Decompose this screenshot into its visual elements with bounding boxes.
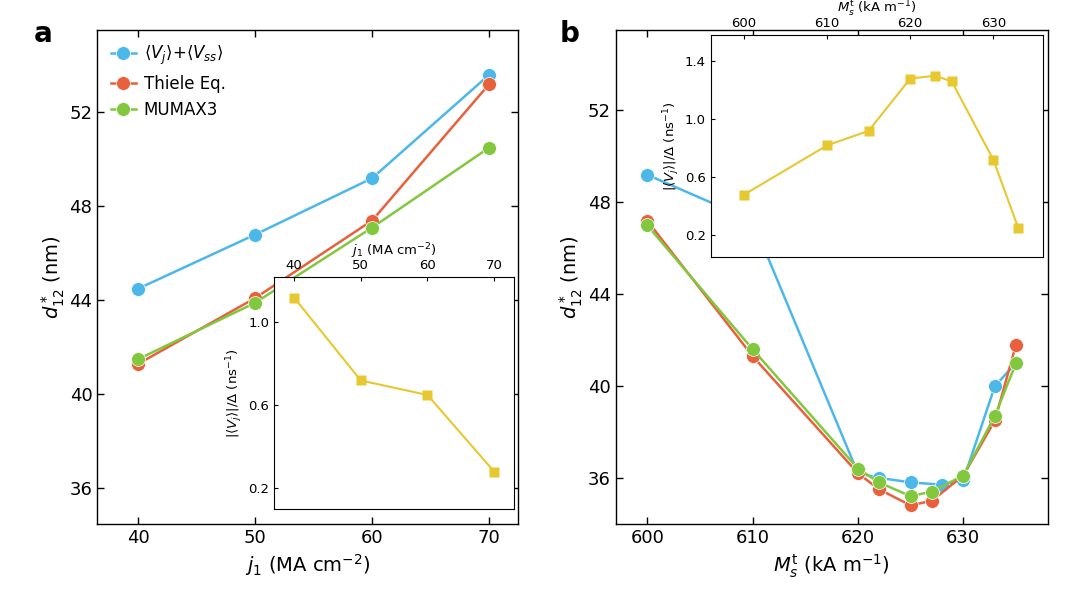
X-axis label: $j_1$ (MA cm$^{-2}$): $j_1$ (MA cm$^{-2}$) [245, 552, 370, 578]
Text: a: a [35, 20, 53, 48]
Y-axis label: $d^*_{12}$ (nm): $d^*_{12}$ (nm) [557, 235, 585, 318]
Y-axis label: $d^*_{12}$ (nm): $d^*_{12}$ (nm) [39, 235, 67, 318]
Text: b: b [559, 20, 579, 48]
Legend: $\langle V_j\rangle$+$\langle V_{ss}\rangle$, Thiele Eq., MUMAX3: $\langle V_j\rangle$+$\langle V_{ss}\ran… [106, 39, 231, 124]
X-axis label: $M^\mathrm{t}_s$ (kA m$^{-1}$): $M^\mathrm{t}_s$ (kA m$^{-1}$) [773, 552, 890, 580]
